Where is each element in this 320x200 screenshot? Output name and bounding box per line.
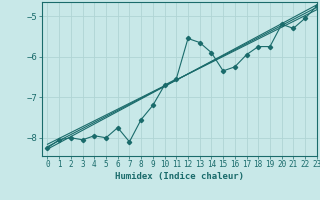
X-axis label: Humidex (Indice chaleur): Humidex (Indice chaleur) [115,172,244,181]
